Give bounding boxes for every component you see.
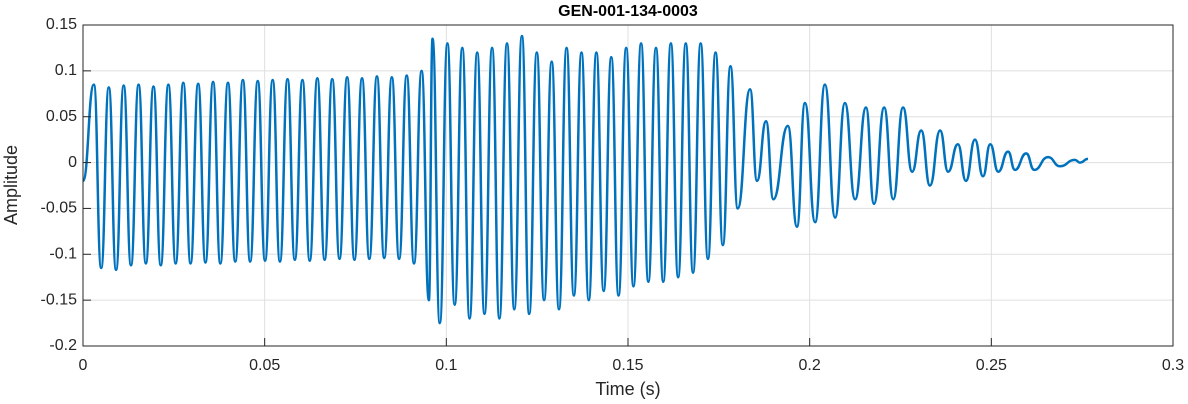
x-tick-label: 0.25 [976,357,1007,374]
x-tick-label: 0.15 [612,357,643,374]
y-tick-label: -0.15 [41,291,78,308]
x-tick-label: 0.3 [1162,357,1184,374]
x-tick-label: 0.2 [799,357,821,374]
x-axis-label: Time (s) [595,379,660,399]
x-tick-label: 0 [79,357,88,374]
chart-title: GEN-001-134-0003 [558,3,698,20]
x-tick-label: 0.1 [435,357,457,374]
ticks: 0 0.05 0.1 0.15 0.2 0.25 0.3 -0.2 -0.15 -0.1 -0.05… [41,16,1185,374]
y-tick-label: -0.05 [41,200,78,217]
y-tick-label: -0.2 [49,337,77,354]
y-tick-label: -0.1 [49,246,77,263]
y-tick-label: 0 [68,154,77,171]
plot [81,34,1089,325]
y-tick-label: 0.05 [46,108,77,125]
waveform-line [81,34,1089,325]
y-tick-label: 0.1 [55,62,77,79]
x-tick-label: 0.05 [249,357,280,374]
y-tick-label: 0.15 [46,16,77,33]
y-axis-label: Amplitude [1,145,21,225]
